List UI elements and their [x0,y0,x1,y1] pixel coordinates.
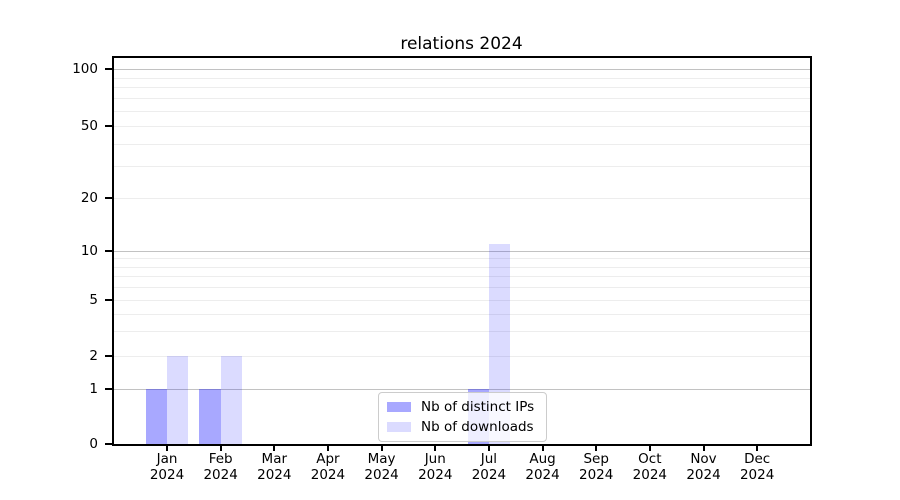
x-tick-mark [756,446,759,451]
y-tick-mark [105,197,112,199]
x-tick-label-feb: Feb 2024 [203,451,238,483]
x-tick-mark [326,446,329,451]
minor-gridline [114,331,810,333]
y-tick-mark [105,355,112,357]
minor-gridline [114,198,810,199]
legend: Nb of distinct IPs Nb of downloads [378,392,547,442]
bar-downloads-jan [167,356,189,444]
y-tick-label-50: 50 [80,118,98,134]
x-tick-label-aug: Aug 2024 [525,451,560,483]
y-tick-label-20: 20 [80,190,98,206]
legend-label-distinct-ips: Nb of distinct IPs [421,398,535,415]
minor-gridline [114,98,810,100]
x-tick-label-mar: Mar 2024 [257,451,292,483]
y-tick-mark [105,299,112,301]
x-tick-mark [219,446,222,451]
minor-gridline [114,356,810,357]
bar-distinct-ips-feb [199,389,221,444]
x-tick-mark [166,446,168,451]
minor-gridline [114,258,810,260]
chart-title: relations 2024 [400,34,523,54]
x-tick-label-jun: Jun 2024 [418,451,453,483]
x-tick-label-jul: Jul 2024 [471,451,507,483]
x-tick-label-sep: Sep 2024 [579,451,614,483]
legend-row-distinct-ips: Nb of distinct IPs [387,398,546,415]
minor-gridline [114,143,810,145]
x-tick-mark [273,446,276,451]
minor-gridline [114,276,810,278]
x-tick-mark [380,446,383,451]
x-tick-mark [595,446,598,451]
minor-gridline [114,77,810,79]
major-gridline [114,251,810,252]
y-tick-mark [105,388,112,390]
legend-swatch-downloads-icon [387,422,411,432]
legend-row-downloads: Nb of downloads [387,418,546,435]
y-tick-mark [105,125,112,127]
minor-gridline [114,300,810,301]
minor-gridline [114,287,810,289]
y-tick-mark [105,443,112,445]
x-tick-label-nov: Nov 2024 [686,451,721,483]
y-tick-label-5: 5 [89,292,98,308]
minor-gridline [114,166,810,168]
y-tick-label-2: 2 [89,348,98,364]
x-tick-mark [487,446,490,451]
y-tick-label-10: 10 [80,243,98,259]
y-tick-label-100: 100 [72,61,98,77]
minor-gridline [114,111,810,112]
bar-distinct-ips-jan [145,389,167,444]
x-tick-mark [648,446,651,451]
minor-gridline [114,313,810,315]
legend-label-downloads: Nb of downloads [421,418,534,435]
bar-downloads-feb [220,356,243,444]
x-tick-label-jan: Jan 2024 [149,451,185,483]
x-tick-mark [702,446,705,451]
legend-swatch-distinct-ips-icon [387,402,411,412]
x-tick-label-oct: Oct 2024 [632,451,668,483]
major-gridline [114,389,810,390]
x-tick-mark [434,446,437,451]
major-gridline [114,69,810,70]
x-tick-mark [541,446,544,451]
minor-gridline [114,266,810,268]
y-tick-label-1: 1 [89,381,98,397]
minor-gridline [114,87,810,89]
y-tick-mark [105,250,112,252]
x-tick-label-apr: Apr 2024 [310,451,346,483]
minor-gridline [114,126,810,127]
y-tick-label-0: 0 [89,436,98,452]
x-tick-label-dec: Dec 2024 [739,451,775,483]
x-tick-label-may: May 2024 [364,451,399,483]
y-tick-mark [105,68,112,70]
